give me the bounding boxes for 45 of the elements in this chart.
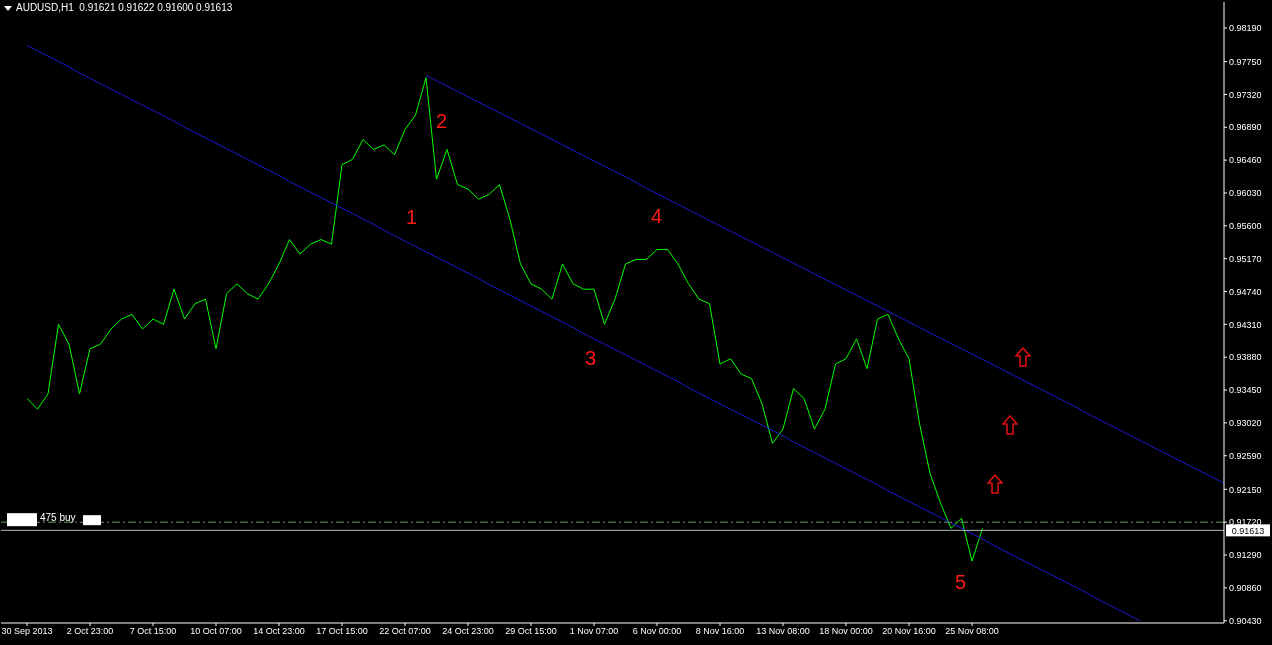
x-tick-label: 10 Oct 07:00 [190,626,242,637]
x-tick-label: 14 Oct 23:00 [253,626,305,637]
annotation: 2 [436,110,448,132]
annotation: 3 [585,347,597,369]
x-tick-label: 29 Oct 15:00 [505,626,557,637]
ref-line-label: 0.91613 [1231,526,1265,537]
y-tick-label: 0.92150 [1229,484,1262,495]
y-tick-label: 0.97750 [1229,56,1262,67]
x-tick-label: 13 Nov 08:00 [756,626,810,637]
y-tick-label: 0.92590 [1229,450,1262,461]
y-tick-label: 0.95600 [1229,221,1262,231]
x-tick-label: 17 Oct 15:00 [316,626,368,637]
x-tick-label: 1 Nov 07:00 [569,626,619,637]
y-tick-label: 0.98190 [1229,23,1262,34]
ref-line-label: 475 buy [40,512,76,524]
y-tick-label: 0.93880 [1229,352,1262,363]
x-tick-label: 6 Nov 00:00 [632,626,682,637]
y-tick-label: 0.91290 [1229,550,1262,561]
y-tick-label: 0.96030 [1229,188,1262,199]
annotation: 5 [955,571,967,593]
x-tick-label: 8 Nov 16:00 [695,626,745,637]
y-tick-label: 0.95170 [1229,253,1262,264]
x-tick-label: 24 Oct 23:00 [442,626,494,637]
line-series [27,77,983,562]
chart-title: AUDUSD,H1 0.91621 0.91622 0.91600 0.91613 [15,2,233,13]
x-tick-label: 7 Oct 15:00 [129,626,177,637]
y-tick-label: 0.94740 [1229,286,1262,297]
y-tick-label: 0.96460 [1229,155,1262,166]
annotation: 1 [406,206,418,228]
annotation: 4 [651,205,663,227]
x-tick-label: 30 Sep 2013 [1,626,53,637]
y-tick-label: 0.93020 [1229,418,1262,429]
y-tick-label: 0.97320 [1229,89,1262,100]
x-tick-label: 25 Nov 08:00 [945,626,999,637]
y-tick-label: 0.96890 [1229,122,1262,133]
x-tick-label: 2 Oct 23:00 [66,626,114,637]
x-tick-label: 20 Nov 16:00 [882,626,936,637]
y-tick-label: 0.94310 [1229,319,1262,330]
x-tick-label: 22 Oct 07:00 [379,626,431,637]
x-tick-label: 18 Nov 00:00 [819,626,873,637]
y-tick-label: 0.90430 [1229,615,1262,626]
line-series [27,45,1141,622]
line-series [425,74,1224,484]
y-tick-label: 0.90860 [1229,583,1262,594]
y-tick-label: 0.93450 [1229,385,1262,396]
